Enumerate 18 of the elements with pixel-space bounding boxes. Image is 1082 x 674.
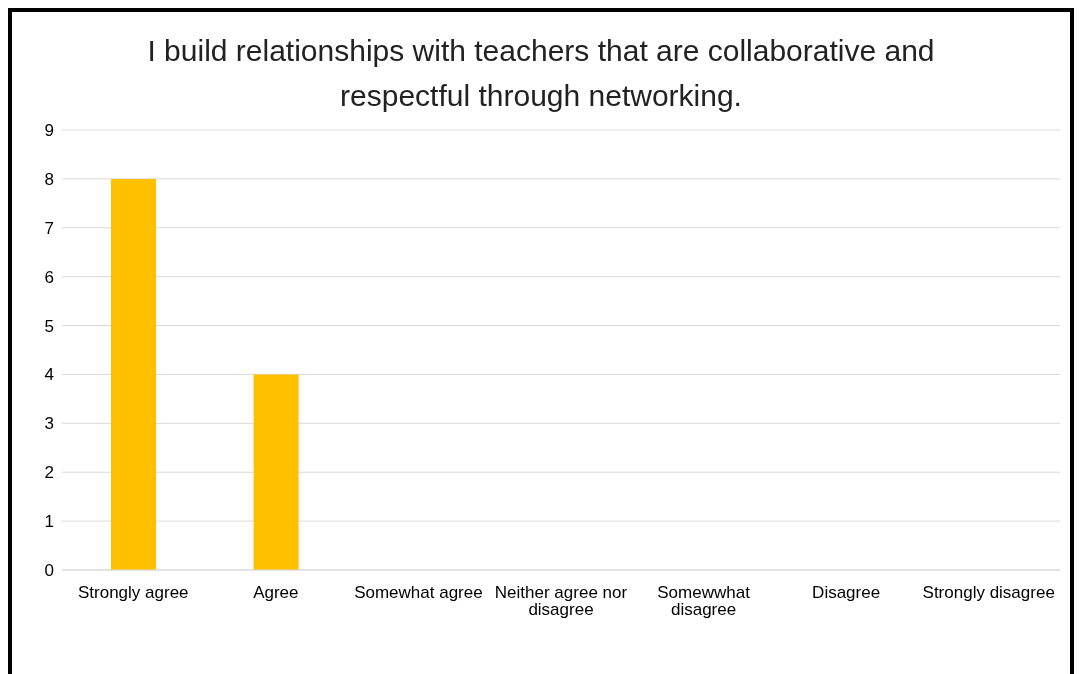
y-tick-label: 9 [44,121,54,141]
y-tick-label: 1 [44,512,54,532]
x-tick-label: Somewwhat disagree [657,583,751,620]
x-tick-label: Somewhat agree [354,583,483,603]
x-tick-label: Agree [253,583,299,603]
y-tick-label: 3 [44,414,54,434]
y-tick-label: 4 [44,365,54,385]
y-tick-label: 7 [44,218,54,238]
y-tick-label: 5 [44,316,54,336]
y-tick-label: 8 [44,169,54,189]
y-tick-label: 6 [44,267,54,287]
x-tick-label: Strongly agree [78,583,189,603]
x-tick-label: Neither agree nor disagree [494,583,628,620]
x-tick-label: Disagree [812,583,881,603]
y-tick-label: 2 [44,463,54,483]
x-tick-label: Strongly disagree [922,583,1055,603]
y-tick-label: 0 [44,561,54,581]
chart-title: I build relationships with teachers that are collaborative and respectful through networking. [146,33,936,114]
